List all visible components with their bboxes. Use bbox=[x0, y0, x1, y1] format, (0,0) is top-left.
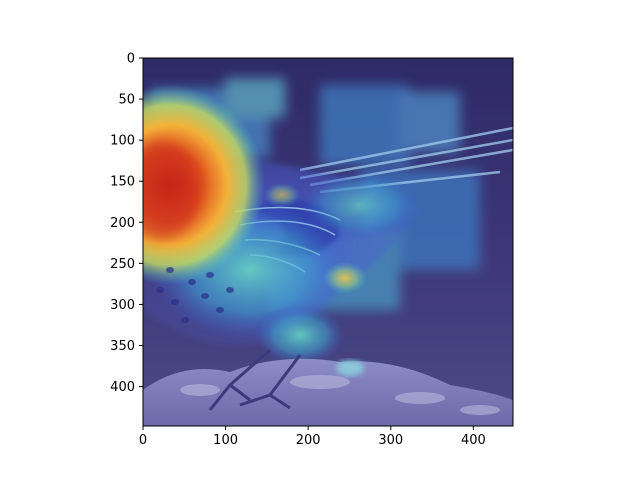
y-tick-label: 100 bbox=[110, 134, 135, 149]
x-tick-label: 400 bbox=[461, 433, 486, 448]
axes-frame bbox=[142, 57, 514, 427]
x-tick-label: 0 bbox=[139, 433, 147, 448]
y-tick-label: 200 bbox=[110, 216, 135, 231]
y-tick-label: 400 bbox=[110, 380, 135, 395]
y-tick-label: 250 bbox=[110, 257, 135, 272]
y-axis: 0 50 100 150 200 250 300 350 400 bbox=[110, 52, 143, 395]
x-tick-label: 200 bbox=[296, 433, 321, 448]
x-tick-label: 300 bbox=[378, 433, 403, 448]
heatmap-image bbox=[143, 58, 513, 426]
y-tick-label: 350 bbox=[110, 339, 135, 354]
y-tick-label: 150 bbox=[110, 175, 135, 190]
y-tick-label: 300 bbox=[110, 298, 135, 313]
x-tick-label: 100 bbox=[213, 433, 238, 448]
x-axis: 0 100 200 300 400 bbox=[139, 426, 486, 448]
y-tick-label: 50 bbox=[118, 93, 135, 108]
y-tick-label: 0 bbox=[127, 52, 135, 67]
